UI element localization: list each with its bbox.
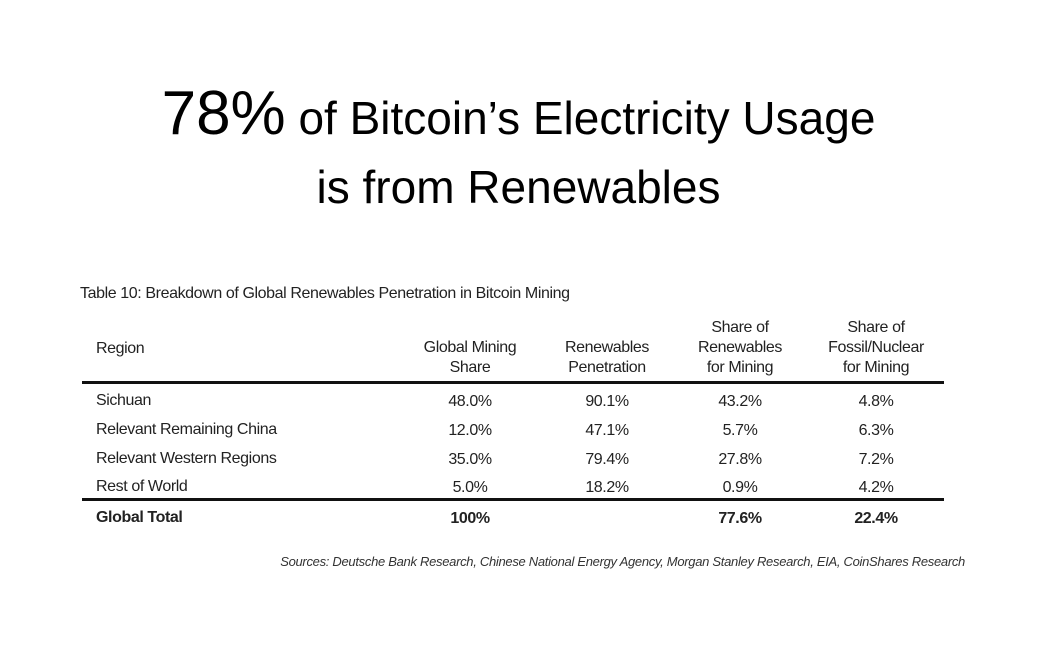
row-region: Relevant Remaining China — [96, 421, 277, 438]
sources-note: Sources: Deutsche Bank Research, Chinese… — [280, 554, 965, 569]
column-header: Global Mining — [423, 339, 517, 356]
table-cell: 90.1% — [585, 393, 629, 410]
headline-highlight: 78% — [161, 79, 286, 148]
table-cell: 6.3% — [858, 422, 894, 439]
table-cell: 12.0% — [448, 422, 492, 439]
table-cell: 79.4% — [585, 451, 629, 468]
total-cell: 22.4% — [854, 510, 898, 527]
column-header: Share of — [711, 319, 769, 336]
table-cell: 5.7% — [722, 422, 758, 439]
table-cell: 0.9% — [722, 479, 758, 496]
column-header: for Mining — [706, 359, 774, 376]
table-caption: Table 10: Breakdown of Global Renewables… — [80, 285, 570, 302]
table-cell: 4.8% — [858, 393, 894, 410]
table-cell: 47.1% — [585, 422, 629, 439]
table-cell: 5.0% — [452, 479, 488, 496]
table-cell: 43.2% — [718, 393, 762, 410]
table-cell: 7.2% — [858, 451, 894, 468]
table-cell: 4.2% — [858, 479, 894, 496]
column-header: Renewables — [564, 339, 650, 356]
table-cell: 35.0% — [448, 451, 492, 468]
total-cell: 100% — [450, 510, 490, 527]
table-cell: 18.2% — [585, 479, 629, 496]
column-header: Share of — [847, 319, 905, 336]
column-header: Penetration — [568, 359, 646, 376]
column-header: Share — [449, 359, 491, 376]
row-region: Relevant Western Regions — [96, 450, 277, 467]
column-header: Renewables — [697, 339, 783, 356]
total-cell: 77.6% — [718, 510, 762, 527]
row-region: Sichuan — [96, 392, 152, 409]
column-header: Region — [96, 340, 145, 357]
column-header: Fossil/Nuclear — [828, 339, 924, 356]
headline-line-2: is from Renewables — [316, 161, 721, 213]
total-label: Global Total — [96, 509, 183, 526]
table-cell: 48.0% — [448, 393, 492, 410]
table-cell: 27.8% — [718, 451, 762, 468]
column-header: for Mining — [842, 359, 910, 376]
total-rule — [82, 498, 944, 501]
headline-text: of Bitcoin’s Electricity Usage — [285, 92, 876, 144]
headline-line-1: 78% of Bitcoin’s Electricity Usage — [0, 78, 1037, 149]
row-region: Rest of World — [96, 478, 188, 495]
header-rule — [82, 381, 944, 384]
